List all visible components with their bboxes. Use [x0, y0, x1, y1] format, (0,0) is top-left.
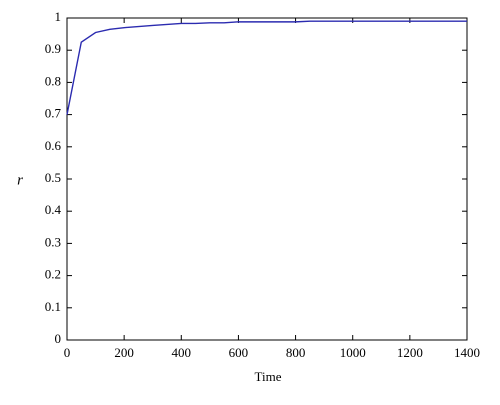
y-tick-label: 1: [55, 9, 62, 24]
y-tick-label: 0.8: [45, 73, 61, 88]
y-tick-label: 0.3: [45, 234, 61, 249]
x-tick-label: 400: [172, 345, 192, 360]
y-tick-label: 0.9: [45, 41, 61, 56]
y-tick-label: 0.2: [45, 267, 61, 282]
y-tick-label: 0.1: [45, 299, 61, 314]
x-tick-label: 200: [114, 345, 134, 360]
data-line: [66, 20, 467, 115]
y-tick-label: 0.4: [45, 202, 62, 217]
x-tick-label: 1200: [397, 345, 423, 360]
y-tick-label: 0.6: [45, 138, 62, 153]
x-tick-label: 600: [229, 345, 249, 360]
y-tick-label: 0.7: [45, 106, 62, 121]
x-tick-label: 0: [64, 345, 71, 360]
x-tick-label: 800: [286, 345, 306, 360]
x-tick-label: 1000: [340, 345, 366, 360]
y-axis-label: r: [17, 172, 23, 188]
y-tick-label: 0: [55, 331, 62, 346]
y-tick-label: 0.5: [45, 170, 61, 185]
x-tick-label: 1400: [454, 345, 480, 360]
plot-frame: [66, 17, 468, 341]
x-axis-label: Time: [255, 369, 282, 384]
